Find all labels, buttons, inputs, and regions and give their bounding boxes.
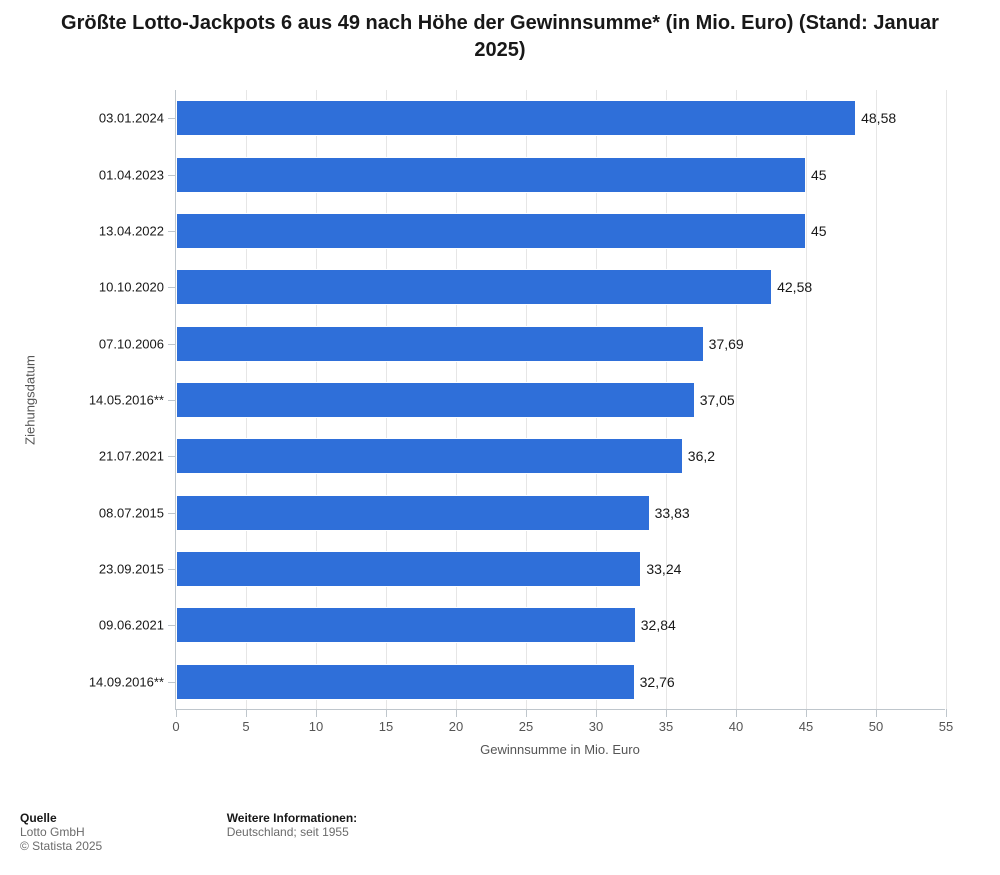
y-tick (168, 175, 176, 176)
y-category-label: 10.10.2020 (99, 280, 164, 295)
y-category-label: 14.09.2016** (89, 674, 164, 689)
x-tick-label: 10 (296, 719, 336, 734)
y-category-label: 07.10.2006 (99, 336, 164, 351)
y-axis-title: Ziehungsdatum (23, 355, 38, 445)
chart-container: Größte Lotto-Jackpots 6 aus 49 nach Höhe… (0, 0, 1000, 875)
x-tick-label: 5 (226, 719, 266, 734)
footer-source-heading: Quelle (20, 811, 102, 825)
x-tick-mark (666, 709, 667, 717)
bar-value-label: 32,76 (640, 674, 675, 690)
x-tick-label: 50 (856, 719, 896, 734)
bar-slot: 09.06.202132,84 (176, 597, 945, 653)
bar-slot: 21.07.202136,2 (176, 428, 945, 484)
bar-value-label: 36,2 (688, 448, 715, 464)
y-tick (168, 400, 176, 401)
footer: Quelle Lotto GmbH © Statista 2025 Weiter… (20, 811, 980, 853)
bar: 33,24 (176, 551, 641, 587)
bar-value-label: 33,24 (646, 561, 681, 577)
y-category-label: 21.07.2021 (99, 449, 164, 464)
bar: 45 (176, 157, 806, 193)
bar-slot: 03.01.202448,58 (176, 90, 945, 146)
bar-slot: 23.09.201533,24 (176, 541, 945, 597)
bar-value-label: 45 (811, 167, 827, 183)
y-tick (168, 513, 176, 514)
bar-value-label: 33,83 (655, 505, 690, 521)
y-tick (168, 118, 176, 119)
y-tick (168, 344, 176, 345)
bar-value-label: 32,84 (641, 617, 676, 633)
plot-area: 051015202530354045505503.01.202448,5801.… (175, 90, 945, 710)
bar-value-label: 45 (811, 223, 827, 239)
y-tick (168, 287, 176, 288)
bar-slot: 01.04.202345 (176, 146, 945, 202)
x-tick-label: 25 (506, 719, 546, 734)
bar-slot: 07.10.200637,69 (176, 315, 945, 371)
bar-slot: 10.10.202042,58 (176, 259, 945, 315)
x-tick-label: 0 (156, 719, 196, 734)
bar-slot: 14.05.2016**37,05 (176, 372, 945, 428)
x-tick-mark (386, 709, 387, 717)
bar-value-label: 42,58 (777, 279, 812, 295)
bar-slot: 13.04.202245 (176, 203, 945, 259)
bar-value-label: 37,69 (709, 336, 744, 352)
x-tick-label: 15 (366, 719, 406, 734)
y-category-label: 03.01.2024 (99, 111, 164, 126)
x-tick-label: 40 (716, 719, 756, 734)
x-tick-label: 55 (926, 719, 966, 734)
y-category-label: 14.05.2016** (89, 392, 164, 407)
y-category-label: 01.04.2023 (99, 167, 164, 182)
bar: 32,76 (176, 664, 635, 700)
y-tick (168, 625, 176, 626)
y-tick (168, 231, 176, 232)
x-tick-label: 30 (576, 719, 616, 734)
bar: 37,05 (176, 382, 695, 418)
y-tick (168, 456, 176, 457)
y-category-label: 23.09.2015 (99, 562, 164, 577)
bar: 45 (176, 213, 806, 249)
bar-value-label: 48,58 (861, 110, 896, 126)
bar: 33,83 (176, 495, 650, 531)
x-tick-mark (246, 709, 247, 717)
footer-source: Quelle Lotto GmbH © Statista 2025 (20, 811, 102, 853)
y-tick (168, 682, 176, 683)
x-tick-label: 45 (786, 719, 826, 734)
y-tick (168, 569, 176, 570)
bar-slot: 08.07.201533,83 (176, 485, 945, 541)
y-category-label: 08.07.2015 (99, 505, 164, 520)
x-tick-mark (876, 709, 877, 717)
x-tick-mark (946, 709, 947, 717)
x-tick-label: 20 (436, 719, 476, 734)
footer-info: Weitere Informationen: Deutschland; seit… (227, 811, 357, 839)
footer-source-line1: Lotto GmbH (20, 825, 102, 839)
y-category-label: 09.06.2021 (99, 618, 164, 633)
chart-title: Größte Lotto-Jackpots 6 aus 49 nach Höhe… (0, 0, 1000, 64)
x-tick-mark (806, 709, 807, 717)
x-tick-mark (316, 709, 317, 717)
bar: 36,2 (176, 438, 683, 474)
grid-line (946, 90, 947, 709)
x-tick-mark (176, 709, 177, 717)
y-category-label: 13.04.2022 (99, 223, 164, 238)
x-tick-mark (596, 709, 597, 717)
bar: 37,69 (176, 326, 704, 362)
footer-info-line1: Deutschland; seit 1955 (227, 825, 357, 839)
x-tick-mark (526, 709, 527, 717)
footer-source-line2: © Statista 2025 (20, 839, 102, 853)
x-tick-mark (736, 709, 737, 717)
x-tick-mark (456, 709, 457, 717)
footer-info-heading: Weitere Informationen: (227, 811, 357, 825)
bar: 48,58 (176, 100, 856, 136)
x-tick-label: 35 (646, 719, 686, 734)
bar-slot: 14.09.2016**32,76 (176, 654, 945, 710)
y-axis-title-wrap: Ziehungsdatum (20, 90, 40, 710)
bar: 42,58 (176, 269, 772, 305)
bar-value-label: 37,05 (700, 392, 735, 408)
x-axis-title: Gewinnsumme in Mio. Euro (175, 742, 945, 757)
bar: 32,84 (176, 607, 636, 643)
chart-area: Ziehungsdatum 051015202530354045505503.0… (40, 80, 970, 770)
